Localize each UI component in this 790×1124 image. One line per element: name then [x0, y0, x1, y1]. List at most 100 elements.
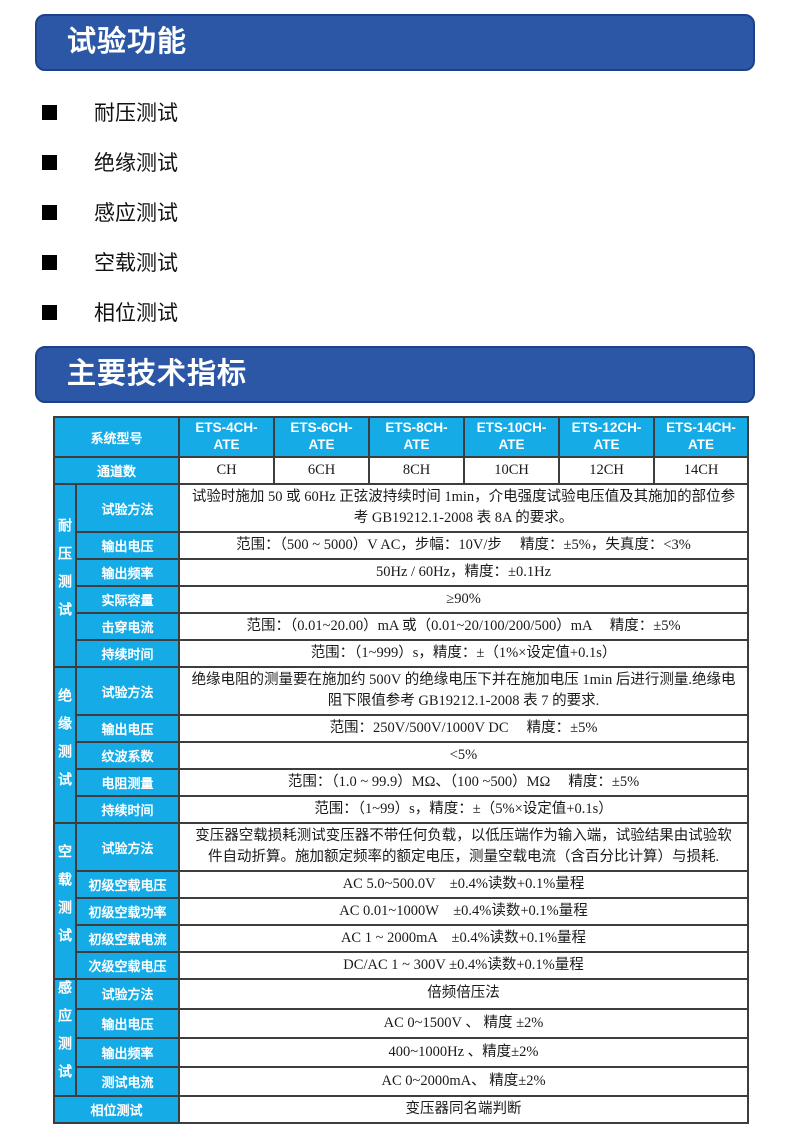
table-row: 纹波系数 <5% [54, 741, 750, 771]
channel-cell: 6CH [273, 455, 371, 486]
row-value: AC 0~1500V 、 精度 ±2% [178, 1007, 750, 1039]
row-value: 变压器空载损耗测试变压器不带任何负载，以低压端作为输入端，试验结果由试验软件自动… [178, 822, 750, 873]
section-label-insulation: 绝缘测试 [53, 666, 77, 825]
spec-table: 系统型号 ETS-4CH-ATE ETS-6CH-ATE ETS-8CH-ATE… [52, 416, 750, 1124]
model-cell: ETS-4CH-ATE [178, 416, 276, 458]
table-row: 空载测试 试验方法 变压器空载损耗测试变压器不带任何负载，以低压端作为输入端，试… [53, 822, 750, 981]
table-row: 感应测试 试验方法 倍频倍压法 [53, 978, 750, 1098]
row-label: 纹波系数 [74, 741, 181, 771]
row-label: 试验方法 [74, 822, 181, 873]
feature-list: 耐压测试 绝缘测试 感应测试 空载测试 相位测试 [42, 87, 790, 337]
row-label: 通道数 [52, 455, 181, 486]
square-bullet-icon [42, 104, 57, 120]
table-row: 绝缘测试 试验方法 绝缘电阻的测量要在施加约 500V 的绝缘电压下并在施加电压… [53, 666, 750, 825]
row-value: 范围：250V/500V/1000V DC 精度：±5% [178, 714, 750, 744]
row-label: 初级空载功率 [74, 897, 181, 927]
section-label-withstand: 耐压测试 [53, 483, 77, 669]
row-label: 输出频率 [74, 1036, 181, 1069]
feature-label: 耐压测试 [94, 102, 178, 125]
square-bullet-icon [42, 304, 57, 320]
list-item: 相位测试 [42, 287, 790, 337]
table-row: 击穿电流 范围：（0.01~20.00）mA 或（0.01~20/100/200… [54, 612, 750, 642]
square-bullet-icon [42, 204, 57, 220]
square-bullet-icon [42, 254, 57, 270]
feature-label: 相位测试 [94, 302, 178, 325]
row-value: AC 1 ~ 2000mA ±0.4%读数+0.1%量程 [178, 924, 750, 954]
list-item: 耐压测试 [42, 87, 790, 137]
section-header-test-functions: 试验功能 [35, 14, 755, 71]
row-label: 输出电压 [74, 1007, 181, 1039]
table-row: 次级空载电压 DC/AC 1 ~ 300V ±0.4%读数+0.1%量程 [54, 951, 750, 981]
table-row-models: 系统型号 ETS-4CH-ATE ETS-6CH-ATE ETS-8CH-ATE… [52, 416, 750, 458]
row-value: 范围：（1.0 ~ 99.9）MΩ、（100 ~500）MΩ 精度：±5% [178, 768, 750, 798]
row-label: 持续时间 [74, 639, 181, 669]
row-label: 持续时间 [74, 795, 181, 825]
table-row: 初级空载功率 AC 0.01~1000W ±0.4%读数+0.1%量程 [54, 897, 750, 927]
row-value: 倍频倍压法 [178, 978, 750, 1010]
row-value: 范围：（1~99）s，精度：±（5%×设定值+0.1s） [178, 795, 750, 825]
table-row: 实际容量 ≥90% [54, 585, 750, 615]
feature-label: 空载测试 [94, 252, 178, 275]
row-label: 初级空载电压 [74, 870, 181, 900]
feature-label: 感应测试 [94, 202, 178, 225]
section-header-main-specs: 主要技术指标 [35, 346, 755, 403]
table-row: 输出电压 范围：250V/500V/1000V DC 精度：±5% [54, 714, 750, 744]
model-cell: ETS-10CH-ATE [463, 416, 561, 458]
section-title: 试验功能 [67, 26, 188, 58]
table-row: 持续时间 范围：（1~999）s，精度：±（1%×设定值+0.1s） [54, 639, 750, 669]
row-label: 实际容量 [74, 585, 181, 615]
row-label: 试验方法 [74, 483, 181, 534]
row-value: 试验时施加 50 或 60Hz 正弦波持续时间 1min，介电强度试验电压值及其… [178, 483, 750, 534]
list-item: 空载测试 [42, 237, 790, 287]
channel-cell: CH [178, 455, 276, 486]
row-value: 范围：（0.01~20.00）mA 或（0.01~20/100/200/500）… [178, 612, 750, 642]
square-bullet-icon [42, 154, 57, 170]
row-value: 400~1000Hz 、精度±2% [178, 1036, 750, 1069]
row-label: 输出电压 [74, 714, 181, 744]
table-row: 电阻测量 范围：（1.0 ~ 99.9）MΩ、（100 ~500）MΩ 精度：±… [54, 768, 750, 798]
row-value: 50Hz / 60Hz，精度：±0.1Hz [178, 558, 750, 588]
row-label: 试验方法 [74, 978, 181, 1010]
model-cell: ETS-8CH-ATE [368, 416, 466, 458]
row-label: 初级空载电流 [74, 924, 181, 954]
section-label-induction: 感应测试 [53, 978, 77, 1098]
section-label-no-load: 空载测试 [53, 822, 77, 981]
table-row: 输出电压 范围：（500 ~ 5000）V AC，步幅：10V/步 精度：±5%… [54, 531, 750, 561]
table-row: 持续时间 范围：（1~99）s，精度：±（5%×设定值+0.1s） [54, 795, 750, 825]
row-value: DC/AC 1 ~ 300V ±0.4%读数+0.1%量程 [178, 951, 750, 981]
row-value: AC 0.01~1000W ±0.4%读数+0.1%量程 [178, 897, 750, 927]
table-row: 初级空载电压 AC 5.0~500.0V ±0.4%读数+0.1%量程 [54, 870, 750, 900]
table-row: 输出频率 400~1000Hz 、精度±2% [54, 1036, 750, 1069]
row-value: 范围：（1~999）s，精度：±（1%×设定值+0.1s） [178, 639, 750, 669]
row-label: 电阻测量 [74, 768, 181, 798]
list-item: 感应测试 [42, 187, 790, 237]
row-label: 输出频率 [74, 558, 181, 588]
row-value: 变压器同名端判断 [178, 1095, 750, 1124]
section-title: 主要技术指标 [67, 358, 248, 390]
table-row-channels: 通道数 CH 6CH 8CH 10CH 12CH 14CH [52, 455, 750, 486]
table-row-phase: 相位测试 变压器同名端判断 [52, 1095, 750, 1124]
row-label: 试验方法 [74, 666, 181, 717]
row-label: 输出电压 [74, 531, 181, 561]
table-row: 输出电压 AC 0~1500V 、 精度 ±2% [54, 1007, 750, 1039]
model-cell: ETS-14CH-ATE [653, 416, 750, 458]
table-row: 测试电流 AC 0~2000mA、 精度±2% [54, 1066, 750, 1098]
table-row: 耐压测试 试验方法 试验时施加 50 或 60Hz 正弦波持续时间 1min，介… [53, 483, 750, 669]
table-row: 输出频率 50Hz / 60Hz，精度：±0.1Hz [54, 558, 750, 588]
channel-cell: 12CH [558, 455, 656, 486]
channel-cell: 10CH [463, 455, 561, 486]
row-value: ≥90% [178, 585, 750, 615]
header-system-model: 系统型号 [52, 416, 181, 458]
row-label: 测试电流 [74, 1066, 181, 1098]
row-value: AC 5.0~500.0V ±0.4%读数+0.1%量程 [178, 870, 750, 900]
table-row: 初级空载电流 AC 1 ~ 2000mA ±0.4%读数+0.1%量程 [54, 924, 750, 954]
row-value: 范围：（500 ~ 5000）V AC，步幅：10V/步 精度：±5%，失真度：… [178, 531, 750, 561]
row-label: 次级空载电压 [74, 951, 181, 981]
row-value: 绝缘电阻的测量要在施加约 500V 的绝缘电压下并在施加电压 1min 后进行测… [178, 666, 750, 717]
channel-cell: 14CH [653, 455, 750, 486]
channel-cell: 8CH [368, 455, 466, 486]
row-label: 击穿电流 [74, 612, 181, 642]
row-value: <5% [178, 741, 750, 771]
model-cell: ETS-6CH-ATE [273, 416, 371, 458]
feature-label: 绝缘测试 [94, 152, 178, 175]
